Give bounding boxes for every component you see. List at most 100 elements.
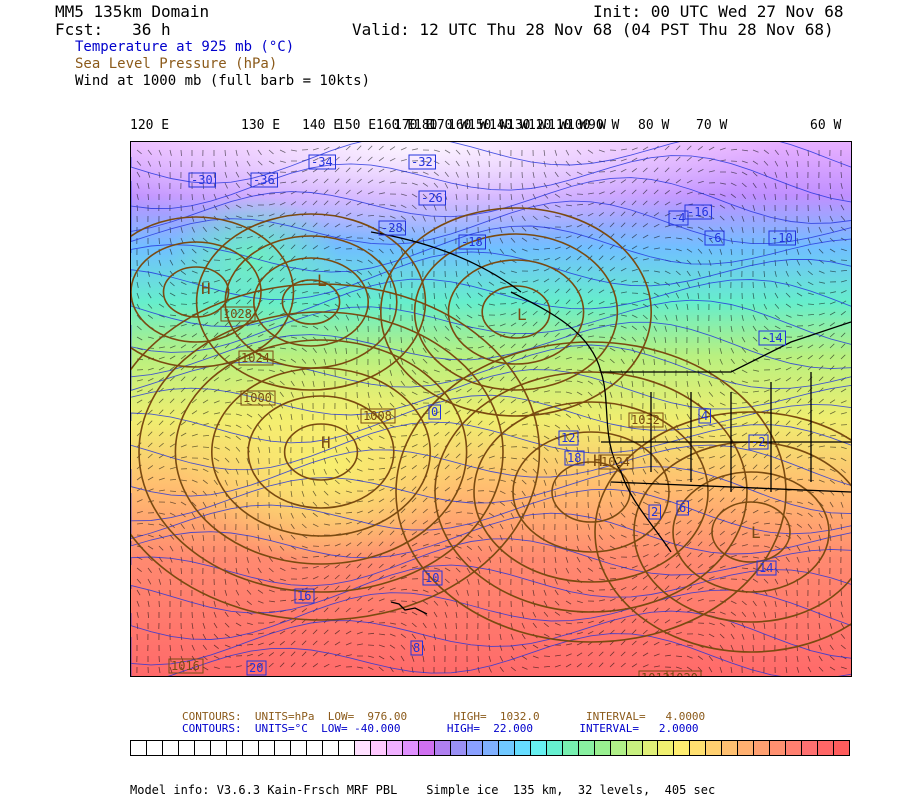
isotherm (131, 488, 851, 540)
pressure-center-label: H (593, 451, 603, 470)
isobar (162, 266, 230, 318)
colorbar-swatch (482, 741, 499, 755)
isobar (283, 423, 359, 481)
temperature-label-box (648, 504, 661, 520)
colorbar-swatch (226, 741, 243, 755)
weather-map: -30 -36 -34 -32 -28 -26 -18 -16 -14 -10 -6 -4 -2 0 2 4 6… (130, 141, 852, 677)
isotherm (131, 466, 851, 522)
temperature-label: 18 (567, 451, 581, 465)
longitude-label: 110 W (548, 118, 588, 133)
colorbar-swatch (434, 741, 451, 755)
colorbar-swatch (738, 741, 755, 755)
longitude-label: 150 W (468, 118, 508, 133)
colorbar-swatch (354, 741, 371, 755)
pressure-label-box (220, 306, 256, 322)
colorbar-swatch (786, 741, 803, 755)
colorbar-swatch (674, 741, 691, 755)
pressure-label: 1000 (243, 391, 272, 405)
isobar (195, 213, 427, 391)
pressure-center-label: H (321, 433, 331, 452)
forecast-hour: Fcst: 36 h (55, 20, 171, 39)
temperature-label: -10 (771, 231, 793, 245)
isotherm (131, 155, 851, 209)
temperature-label-box (458, 234, 486, 250)
temperature-label-box (418, 190, 446, 206)
model-domain: MM5 135km Domain (55, 2, 210, 21)
temperature-label: 2 (651, 505, 658, 519)
field-temperature-label: Temperature at 925 mb (°C) (75, 39, 295, 55)
longitude-label: 130 E (241, 118, 281, 133)
temperature-label: -30 (191, 173, 213, 187)
isotherm (131, 142, 851, 184)
temperature-label-box (698, 408, 711, 424)
longitude-label: 140 W (489, 118, 529, 133)
colorbar-swatch (642, 741, 659, 755)
colorbar-swatch (498, 741, 515, 755)
temperature-label-box (188, 172, 216, 188)
colorbar-swatch (178, 741, 195, 755)
colorbar-swatch (594, 741, 611, 755)
temperature-label: -18 (461, 235, 483, 249)
colorbar-swatch (578, 741, 595, 755)
colorbar-swatch (690, 741, 707, 755)
temperature-label: -26 (421, 191, 443, 205)
pressure-label-box (360, 408, 396, 424)
isotherm (131, 512, 851, 559)
temperature-label: -34 (311, 155, 333, 169)
isobar (434, 371, 748, 613)
colorbar-swatch (514, 741, 531, 755)
colorbar-swatch (530, 741, 547, 755)
colorbar-swatch (754, 741, 771, 755)
temperature-label: -16 (687, 205, 709, 219)
colorbar-swatch (146, 741, 163, 755)
colorbar-swatch (242, 741, 259, 755)
temperature-label: -6 (707, 231, 721, 245)
colorbar-swatch (658, 741, 675, 755)
isobar (395, 341, 787, 643)
colorbar-swatch (418, 741, 435, 755)
temperature-label: -28 (381, 221, 403, 235)
colorbar-swatch (706, 741, 723, 755)
colorbar-swatch (210, 741, 227, 755)
colorbar-swatch (322, 741, 339, 755)
longitude-label: 130 W (507, 118, 547, 133)
colorbar-swatch (546, 741, 563, 755)
isobar (380, 207, 652, 417)
isobar (253, 257, 370, 347)
isotherm (131, 394, 851, 444)
temperature-label: -2 (751, 435, 765, 449)
temperature-label-box (564, 450, 585, 466)
isotherm (131, 278, 851, 328)
isotherm (131, 299, 851, 353)
temperature-label-box (668, 210, 689, 226)
colorbar-swatch (834, 741, 850, 755)
colorbar-swatch (162, 741, 179, 755)
pressure-label-box (240, 390, 276, 406)
colorbar-swatch (258, 741, 275, 755)
temperature-label-box (422, 570, 443, 586)
isotherm (131, 538, 851, 587)
longitude-label: 170 W (429, 118, 469, 133)
pressure-label: 1024 (601, 455, 630, 469)
longitude-label: 70 W (696, 118, 728, 133)
longitude-label: 150 E (337, 118, 377, 133)
temperature-label: 10 (425, 571, 439, 585)
pressure-center-label: L (751, 523, 761, 542)
temperature-label-box (768, 230, 796, 246)
colorbar-swatch (274, 741, 291, 755)
temperature-label: 20 (249, 661, 263, 675)
pressure-label: 1024 (241, 351, 270, 365)
temperature-label: 0 (431, 405, 438, 419)
isotherm (131, 421, 851, 471)
isobar (131, 283, 541, 621)
pressure-label: 1008 (363, 409, 392, 423)
field-wind-label: Wind at 1000 mb (full barb = 10kts) (75, 73, 371, 89)
colorbar-swatch (131, 741, 147, 755)
temperature-contour-info: CONTOURS: UNITS=°C LOW= -40.000 HIGH= 22… (182, 722, 699, 735)
longitude-label: 60 W (810, 118, 842, 133)
temperature-label-box (408, 154, 436, 170)
temperature-label: 14 (759, 561, 773, 575)
isobar (447, 259, 585, 365)
temperature-label: -4 (671, 211, 685, 225)
